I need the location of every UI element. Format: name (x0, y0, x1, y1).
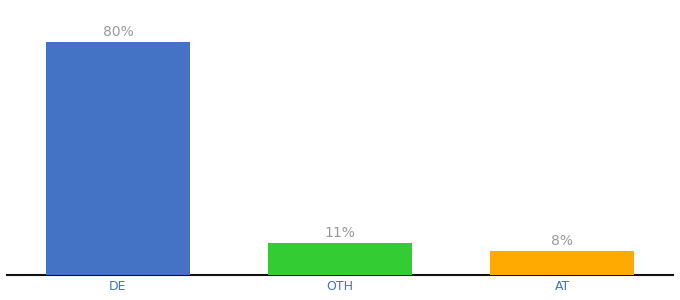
Text: 80%: 80% (103, 25, 133, 39)
Bar (490, 251, 634, 274)
Bar (46, 42, 190, 274)
Bar (268, 242, 412, 274)
Text: 8%: 8% (551, 234, 573, 248)
Text: 11%: 11% (324, 226, 356, 240)
